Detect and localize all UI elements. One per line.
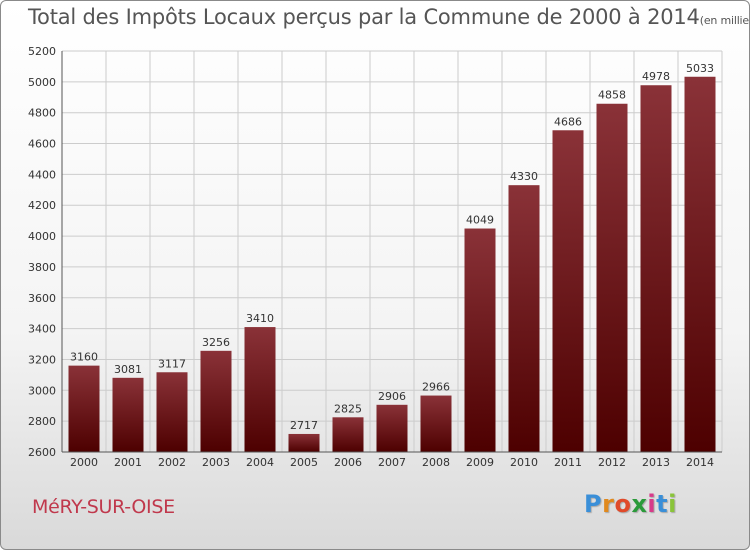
data-label: 2966 (422, 381, 450, 394)
bar (156, 372, 188, 452)
y-tick-label: 4400 (28, 168, 56, 181)
data-label: 3117 (158, 357, 186, 370)
data-label: 5033 (686, 62, 714, 75)
proxiti-logo[interactable]: Proxiti (584, 490, 677, 518)
bar (200, 350, 232, 452)
y-tick-label: 4200 (28, 199, 56, 212)
data-label: 3160 (70, 351, 98, 364)
y-tick-label: 5000 (28, 76, 56, 89)
y-tick-label: 2800 (28, 415, 56, 428)
y-tick-label: 4800 (28, 107, 56, 120)
logo-letter: x (631, 490, 648, 518)
y-tick-label: 3400 (28, 323, 56, 336)
bar (112, 377, 144, 452)
bar (288, 433, 320, 452)
data-label: 2717 (290, 419, 318, 432)
y-tick-label: 3800 (28, 261, 56, 274)
bar (244, 327, 276, 452)
y-tick-label: 4000 (28, 230, 56, 243)
bar (684, 76, 716, 453)
y-tick-label: 3000 (28, 384, 56, 397)
x-tick-label: 2012 (598, 456, 626, 469)
bar (68, 365, 100, 452)
logo-letter: i (668, 490, 677, 518)
y-tick-label: 3600 (28, 292, 56, 305)
x-tick-label: 2005 (290, 456, 318, 469)
x-tick-label: 2003 (202, 456, 230, 469)
x-tick-label: 2014 (686, 456, 714, 469)
bar (596, 103, 628, 453)
title-text: Total des Impôts Locaux perçus par la Co… (28, 5, 700, 29)
commune-name: MéRY-SUR-OISE (32, 496, 175, 518)
x-tick-label: 2010 (510, 456, 538, 469)
x-tick-label: 2013 (642, 456, 670, 469)
y-tick-label: 2600 (28, 446, 56, 459)
data-label: 4978 (642, 70, 670, 83)
y-tick-label: 4600 (28, 138, 56, 151)
x-tick-label: 2011 (554, 456, 582, 469)
axes: 2600 2800 3000 3200 3400 3600 3800 4000 4200 4400… (28, 45, 722, 469)
data-label: 4858 (598, 89, 626, 102)
logo-letter: r (602, 490, 615, 518)
bar (376, 404, 408, 452)
data-label: 4049 (466, 214, 494, 227)
bar (420, 395, 452, 452)
x-tick-label: 2008 (422, 456, 450, 469)
bar (552, 130, 584, 453)
x-tick-label: 2000 (70, 456, 98, 469)
bar (332, 417, 364, 452)
logo-letter: P (584, 490, 603, 518)
data-label: 3081 (114, 363, 142, 376)
data-label: 4686 (554, 115, 582, 128)
bars (68, 76, 716, 453)
logo-letter: t (656, 490, 669, 518)
x-tick-label: 2007 (378, 456, 406, 469)
bar (464, 228, 496, 452)
bar (640, 85, 672, 452)
x-tick-label: 2001 (114, 456, 142, 469)
logo-letter: o (614, 490, 632, 518)
x-tick-label: 2004 (246, 456, 274, 469)
data-label: 2906 (378, 390, 406, 403)
data-label: 4330 (510, 170, 538, 183)
y-tick-label: 3200 (28, 353, 56, 366)
bar (508, 185, 540, 452)
data-label: 2825 (334, 402, 362, 415)
x-tick-label: 2002 (158, 456, 186, 469)
data-label: 3410 (246, 312, 274, 325)
y-tick-label: 5200 (28, 45, 56, 58)
logo-letter: i (647, 490, 657, 518)
chart-title: Total des Impôts Locaux perçus par la Co… (28, 5, 749, 29)
x-tick-label: 2009 (466, 456, 494, 469)
title-unit: (en milliers d'€) (699, 14, 749, 27)
data-label: 3256 (202, 336, 230, 349)
x-tick-label: 2006 (334, 456, 362, 469)
